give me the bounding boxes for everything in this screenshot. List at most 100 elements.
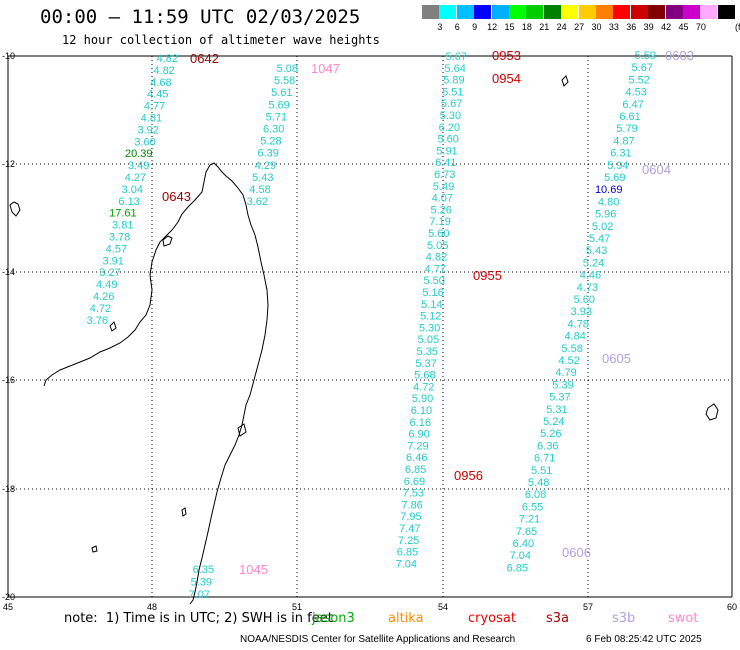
credit-line: NOAA/NESDIS Center for Satellite Applica… [240,634,516,645]
wave-height-value: 5.67 [632,62,653,74]
wave-height-value: 5.12 [420,311,441,323]
wave-height-value: 20.39 [125,148,153,160]
scale-tick-label: 30 [591,22,602,32]
scale-tick-label: 18 [521,22,532,32]
scale-swatch [526,5,544,19]
scale-swatch [717,5,735,19]
scale-swatch [630,5,648,19]
wave-height-value: 3.62 [247,196,268,208]
wave-height-value: 6.35 [193,564,214,576]
legend-item-altika: altika [388,611,424,626]
wave-height-value: 7.53 [403,488,424,500]
scale-tick-label: 15 [504,22,515,32]
wave-height-value: 6.13 [118,196,139,208]
wave-height-value: 6.16 [410,417,431,429]
wave-height-value: 5.24 [543,416,564,428]
wave-height-value: 6.31 [610,148,631,160]
wave-height-value: 7.65 [516,526,537,538]
wave-height-value: 4.53 [625,87,646,99]
madagascar-islet [162,235,173,247]
track-labels: 4.824.824.684.454.774.813.923.6020.393.4… [87,48,694,601]
madagascar-west-coastline [43,164,211,387]
scale-swatch [561,5,579,19]
scale-swatch [648,5,666,19]
wave-height-value: 5.39 [552,379,573,391]
lon-label: 60 [727,602,737,612]
wave-height-value: 5.69 [268,99,289,111]
wave-height-value: 4.07 [432,193,453,205]
wave-height-value: 5.39 [191,577,212,589]
wave-height-value: 7.29 [407,440,428,452]
lon-label: 45 [3,602,13,612]
scale-swatch [439,5,457,19]
wave-height-value: 6.61 [619,111,640,123]
pass-time-label: 1045 [239,562,268,577]
wave-height-value: 5.79 [616,123,637,135]
wave-height-value: 17.61 [109,208,137,220]
wave-height-value: 6.20 [439,122,460,134]
scale-tick-label: 36 [626,22,637,32]
wave-height-value: 5.43 [252,172,273,184]
wave-height-value: 5.49 [433,181,454,193]
lat-label: -18 [2,484,15,494]
scale-swatch [596,5,613,19]
islet-south [237,423,247,437]
wave-height-value: 4.84 [564,331,585,343]
wave-height-value: 5.08 [277,63,298,75]
wave-height-value: 5.30 [440,110,461,122]
wave-height-value: 7.04 [510,550,531,562]
wave-height-value: 5.26 [540,428,561,440]
scale-swatch [543,5,561,19]
islet-east-2 [705,403,719,421]
scale-swatch [700,5,718,19]
wave-height-value: 4.27 [125,172,146,184]
coastline [9,75,719,605]
scale-tick-label: 45 [678,22,689,32]
pass-time-label: 0606 [562,545,591,560]
footer-note: note: 1) Time is in UTC; 2) SWH is in fe… [64,611,333,626]
wave-height-value: 3.27 [99,267,120,279]
wave-height-value: 4.26 [93,291,114,303]
wave-height-value: 6.39 [257,148,278,160]
wave-height-value: 3.92 [137,124,158,136]
wave-height-value: 5.50 [423,275,444,287]
wave-height-value: 7.95 [400,511,421,523]
wave-height-value: 7.25 [398,535,419,547]
wave-height-value: 4.68 [150,77,171,89]
wave-height-value: 6.73 [434,169,455,181]
wave-height-value: 5.96 [595,209,616,221]
scale-tick-label: 9 [472,22,478,32]
lon-label: 54 [438,602,448,612]
wave-height-value: 4.77 [144,101,165,113]
wave-height-value: 5.31 [546,404,567,416]
wave-height-value: 6.10 [411,405,432,417]
wave-height-value: 6.85 [405,464,426,476]
wave-height-value: 5.51 [531,465,552,477]
islet-west-2 [181,507,187,517]
scale-swatch [683,5,700,19]
wave-height-value: 5.69 [604,172,625,184]
wave-height-value: 6.47 [622,99,643,111]
wave-height-value: 4.45 [147,89,168,101]
wave-height-value: 5.05 [427,240,448,252]
wave-height-value: 5.89 [443,75,464,87]
scale-swatch [474,5,492,19]
lat-label: -14 [2,267,15,277]
lon-label: 48 [147,602,157,612]
wave-height-value: 4.82 [426,252,447,264]
wave-height-value: 5.14 [421,299,442,311]
wave-height-value: 7.04 [396,558,417,570]
wave-height-value: 7.07 [189,589,210,601]
legend-item-swot: swot [668,611,699,626]
wave-height-value: 5.68 [414,370,435,382]
wave-height-value: 5.37 [415,358,436,370]
wave-height-value: 5.90 [412,393,433,405]
wave-height-value: 5.02 [592,221,613,233]
wave-height-value: 3.04 [122,184,143,196]
pass-time-label: 0953 [492,48,521,63]
scale-swatch [491,5,509,19]
wave-height-value: 5.26 [430,204,451,216]
scale-unit-label: (ft) [735,22,740,32]
scale-tick-label: 24 [556,22,567,32]
